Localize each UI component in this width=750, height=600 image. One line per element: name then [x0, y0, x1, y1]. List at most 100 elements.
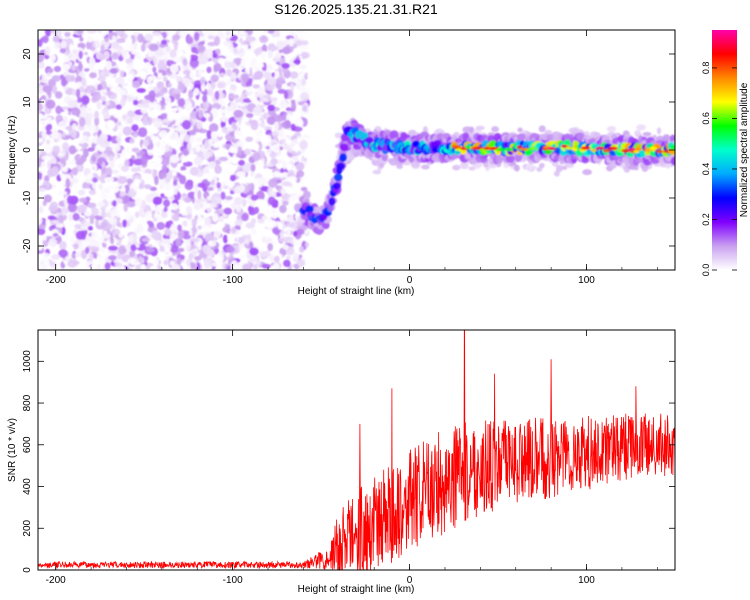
heatmap-cell	[245, 136, 254, 142]
heatmap-cell	[285, 119, 291, 128]
heatmap-cell	[189, 69, 197, 79]
heatmap-cell	[287, 176, 298, 182]
heatmap-cell	[301, 51, 310, 59]
heatmap-cell	[109, 108, 116, 115]
heatmap-cell	[235, 171, 246, 177]
heatmap-cell	[156, 221, 166, 230]
heatmap-cell	[104, 37, 109, 43]
heatmap-cell	[302, 30, 311, 41]
heatmap-cell	[50, 254, 61, 260]
heatmap-cell	[289, 71, 299, 79]
heatmap-cell	[301, 78, 306, 86]
heatmap-cell	[271, 144, 280, 153]
heatmap-cell	[249, 247, 259, 256]
heatmap-cell	[87, 225, 94, 231]
heatmap-cell	[388, 158, 399, 166]
heatmap-cell	[51, 75, 61, 82]
heatmap-cell	[180, 170, 189, 176]
heatmap-cell	[148, 90, 156, 100]
heatmap-cell	[55, 105, 62, 115]
colorbar-ticks: 0.0 0.2 0.4 0.6 0.8	[701, 62, 737, 276]
heatmap-cell	[104, 146, 113, 152]
heatmap-cell	[299, 92, 310, 102]
heatmap-cell	[67, 245, 75, 253]
heatmap-cell	[161, 164, 168, 174]
heatmap-cell	[103, 230, 108, 236]
heatmap-cell	[259, 35, 269, 44]
heatmap-cell	[48, 225, 54, 232]
heatmap-cell	[228, 89, 236, 94]
heatmap-cell	[100, 246, 106, 253]
heatmap-cell	[203, 100, 210, 109]
heatmap-cell	[575, 132, 586, 141]
heatmap-cell	[255, 87, 266, 98]
heatmap-cell	[202, 167, 210, 174]
heatmap-cell	[115, 30, 126, 36]
heatmap-cell	[546, 146, 557, 151]
heatmap-cell	[134, 211, 140, 219]
heatmap-cell	[281, 62, 290, 69]
heatmap-cell	[41, 155, 50, 161]
heatmap-cell	[197, 109, 204, 119]
heatmap-cell	[57, 152, 64, 157]
heatmap-cell	[78, 116, 86, 127]
spectrogram-x-label: Height of straight line (km)	[298, 286, 415, 297]
heatmap-cell	[364, 136, 374, 144]
heatmap-cell	[183, 134, 192, 143]
heatmap-cell	[245, 222, 256, 229]
heatmap-cell	[120, 49, 128, 57]
figure-title: S126.2025.135.21.31.R21	[274, 1, 438, 17]
heatmap-cell	[293, 59, 301, 65]
heatmap-cell	[97, 54, 107, 60]
heatmap-cell	[127, 117, 134, 124]
snr-y-tick-label: 0	[22, 567, 33, 573]
heatmap-cell	[635, 147, 642, 151]
heatmap-cell	[241, 73, 250, 83]
heatmap-cell	[92, 177, 98, 183]
heatmap-cell	[125, 43, 136, 51]
heatmap-cell	[81, 240, 91, 246]
heatmap-cell	[267, 196, 276, 206]
heatmap-cell	[173, 42, 178, 52]
heatmap-cell	[81, 77, 87, 87]
heatmap-cell	[207, 31, 218, 36]
heatmap-cell	[70, 128, 77, 139]
heatmap-cell	[583, 131, 590, 136]
heatmap-cell	[78, 197, 88, 203]
heatmap-cell	[108, 245, 118, 251]
spectrogram-y-tick-label: -20	[22, 238, 33, 253]
heatmap-cell	[65, 178, 71, 188]
heatmap-cell	[158, 251, 166, 262]
heatmap-cell	[38, 227, 46, 236]
heatmap-cell	[38, 170, 43, 181]
heatmap-cell	[290, 156, 299, 163]
colorbar-tick-label: 0.4	[701, 163, 711, 176]
heatmap-cell	[333, 173, 343, 182]
snr-y-tick-label: 1000	[22, 350, 33, 373]
heatmap-cell	[193, 202, 202, 211]
heatmap-cell	[131, 147, 140, 153]
heatmap-cell	[140, 263, 147, 270]
heatmap-cell	[197, 211, 202, 218]
heatmap-cell	[88, 252, 94, 262]
snr-y-label: SNR (10 * v/v)	[7, 418, 18, 482]
heatmap-cell	[66, 195, 74, 205]
heatmap-cell	[57, 190, 68, 196]
heatmap-cell	[38, 187, 46, 193]
heatmap-cell	[173, 179, 178, 187]
heatmap-cell	[290, 83, 295, 92]
heatmap-cell	[96, 201, 106, 208]
spectrogram-x-tick-label: -200	[46, 275, 66, 286]
heatmap-cell	[555, 164, 563, 173]
heatmap-cell	[265, 209, 274, 216]
heatmap-cell	[292, 252, 300, 261]
colorbar-tick-label: 0.8	[701, 62, 711, 75]
heatmap-cell	[119, 191, 126, 197]
heatmap-cell	[108, 255, 117, 261]
heatmap-cell	[255, 190, 265, 201]
heatmap-cell	[38, 263, 48, 270]
heatmap-cell	[513, 164, 520, 172]
heatmap-cell	[286, 163, 293, 172]
heatmap-cell	[152, 196, 163, 206]
snr-y-tick-label: 200	[22, 519, 33, 536]
